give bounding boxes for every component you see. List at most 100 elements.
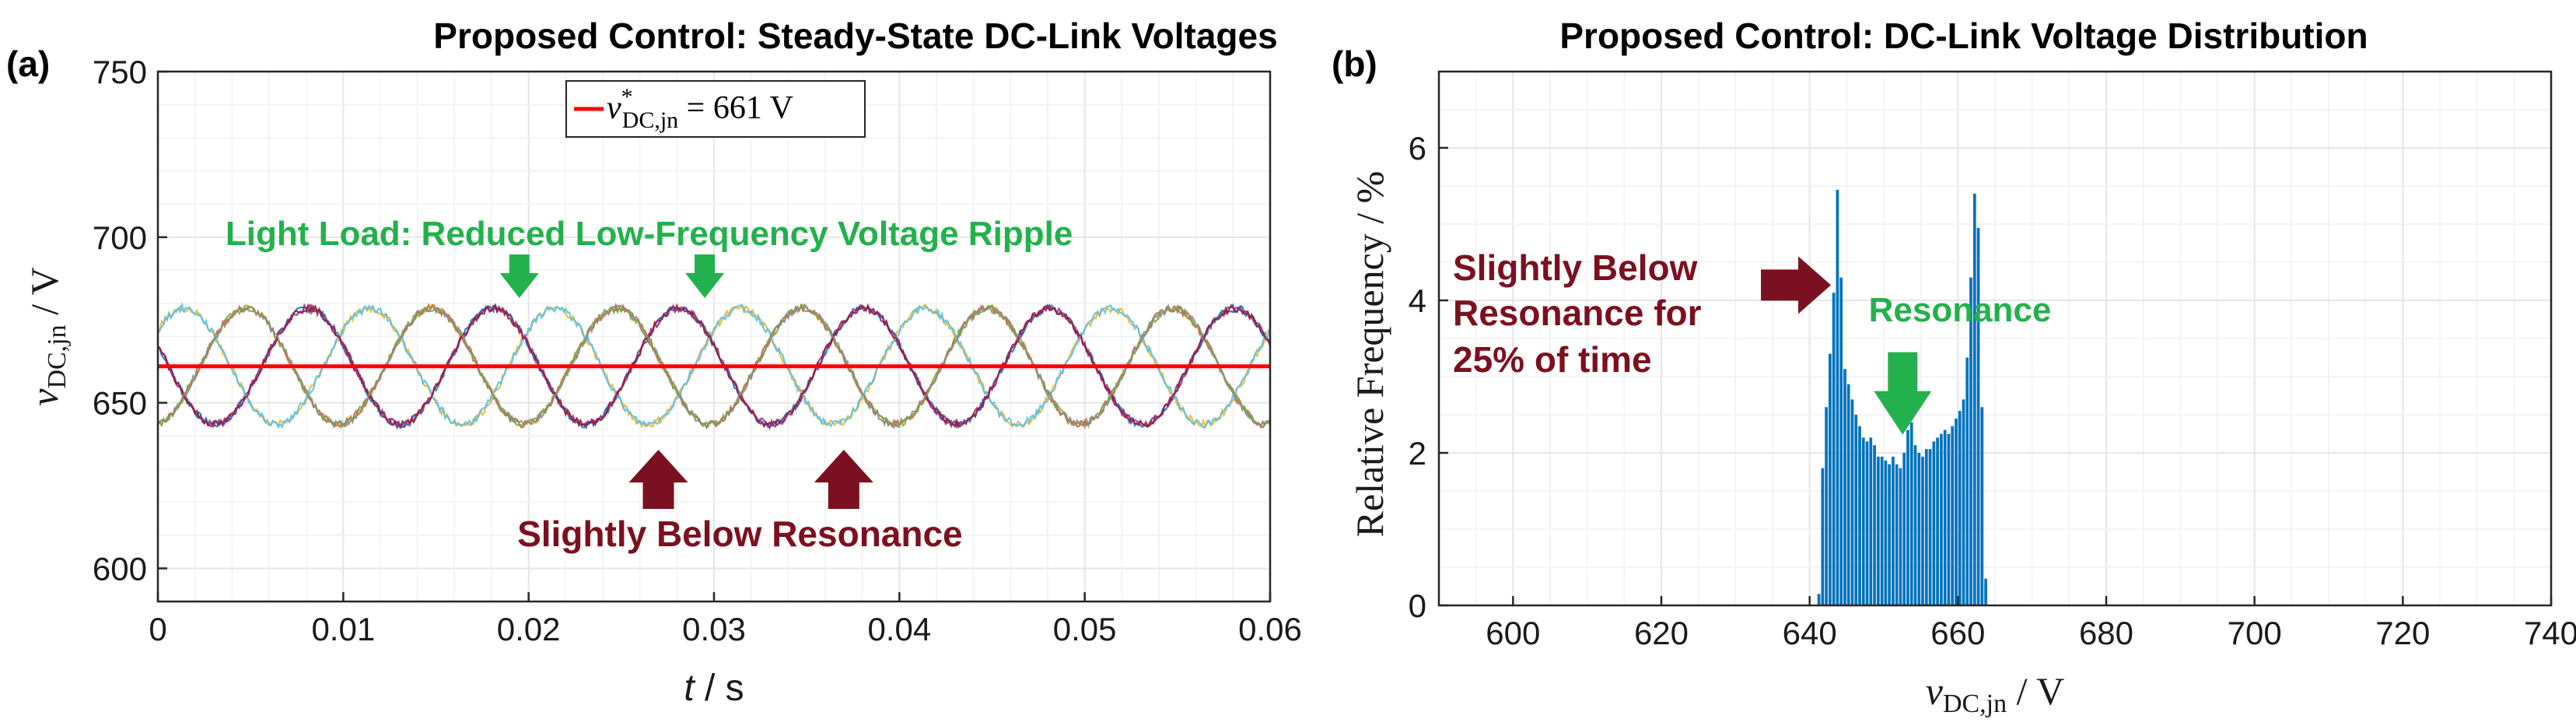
histogram-bar [1888, 464, 1892, 605]
legend-symbol: v [607, 90, 621, 126]
histogram-bar [1928, 449, 1932, 605]
histogram-bar [1902, 453, 1906, 605]
chart-b-grid [1438, 71, 2552, 606]
voltage-line [157, 303, 1271, 430]
x-tick-label: 0.02 [497, 611, 561, 647]
chart-a-title: Proposed Control: Steady-State DC-Link V… [433, 16, 1277, 56]
histogram-bar [1958, 411, 1962, 605]
y-tick-label: 2 [1409, 435, 1426, 472]
chart-a-voltage-lines [157, 302, 1272, 431]
histogram-bar [1940, 433, 1943, 605]
xlabel-sub: DC,jn [1943, 689, 2007, 718]
x-tick-label: 620 [1634, 615, 1689, 651]
histogram-bar [1843, 369, 1846, 605]
chart-b-red-annotation: Slightly Below Resonance for 25% of time [1453, 247, 1711, 380]
xlabel-unit: / s [695, 668, 744, 709]
histogram-bar [1836, 189, 1839, 605]
histogram-bar [1861, 437, 1865, 605]
chart-b: (b) Proposed Control: DC-Link Voltage Di… [1332, 16, 2576, 718]
legend-box [565, 80, 866, 138]
histogram-bar [1943, 430, 1947, 605]
green-arrow [685, 254, 725, 298]
chart-a: (a) Proposed Control: Steady-State DC-Li… [6, 16, 1302, 709]
chart-a-red-arrows [628, 450, 873, 509]
red-arrow [814, 450, 873, 509]
histogram-bar [1817, 594, 1821, 605]
x-tick-label: 0.03 [682, 611, 746, 647]
histogram-bar [1854, 415, 1858, 605]
histogram-bar [1873, 445, 1876, 605]
histogram-bar [1962, 399, 1965, 605]
x-tick-label: 740 [2524, 615, 2576, 651]
chart-b-axes-frame [1437, 70, 2553, 607]
chart-a-grid [157, 71, 1271, 602]
histogram-bar [1892, 456, 1895, 605]
xlabel-unit: / V [2007, 669, 2064, 713]
histogram-bar [1858, 426, 1861, 605]
panel-label-a: (a) [6, 44, 50, 84]
xlabel-symbol: v [1926, 669, 1944, 713]
histogram-bar [1821, 468, 1825, 605]
voltage-line [157, 303, 1271, 429]
histogram-bar [1865, 441, 1869, 605]
chart-b-title: Proposed Control: DC-Link Voltage Distri… [1559, 16, 2368, 56]
legend-label: v* DC,jn = 661 V [607, 84, 793, 133]
x-tick-label: 720 [2375, 615, 2430, 651]
legend-value: = 661 V [678, 90, 793, 126]
x-tick-label: 700 [2228, 615, 2282, 651]
histogram-bar [1984, 578, 1987, 605]
x-tick-label: 660 [1930, 615, 1985, 651]
ylabel-sub: DC,jn [43, 324, 72, 388]
red-arrow [628, 450, 688, 509]
histogram-bar [1917, 453, 1921, 605]
x-tick-label: 680 [2079, 615, 2133, 651]
histogram-bar [1921, 456, 1924, 605]
histogram-bar [1899, 468, 1902, 605]
histogram-bar [1980, 407, 1984, 605]
voltage-line [157, 302, 1272, 430]
x-tick-label: 0.01 [311, 611, 375, 647]
red-annotation-line-1: Slightly Below [1453, 247, 1698, 288]
chart-b-red-arrow [1761, 256, 1832, 314]
x-tick-label: 600 [1486, 615, 1540, 651]
chart-a-ylabel: vDC,jn / V [23, 267, 72, 406]
red-annotation-line-3: 25% of time [1453, 339, 1652, 380]
histogram-bar [1972, 193, 1976, 606]
legend-sup: * [621, 84, 633, 110]
histogram-bar [1976, 227, 1980, 605]
histogram-bar [1955, 418, 1958, 605]
histogram-bar [1850, 399, 1854, 605]
chart-b-ticks: 600 620 640 660 680 700 720 740 0 2 4 6 [1409, 130, 2576, 651]
chart-a-green-annotation: Light Load: Reduced Low-Frequency Voltag… [226, 215, 1073, 253]
y-tick-label: 0 [1409, 587, 1426, 624]
histogram-bar [1846, 384, 1850, 605]
histogram-bar [1880, 456, 1884, 605]
chart-a-ticks: 0 0.01 0.02 0.03 0.04 0.05 0.06 600 650 700 750 [93, 54, 1302, 647]
histogram-bar [1951, 426, 1955, 605]
chart-a-red-annotation: Slightly Below Resonance [517, 514, 963, 554]
histogram-bar [1965, 357, 1969, 605]
histogram-bar [1825, 407, 1828, 605]
histogram-bar [1924, 449, 1928, 605]
legend-sub: DC,jn [622, 107, 679, 133]
histogram-bar [1969, 277, 1972, 605]
chart-b-green-annotation: Resonance [1869, 291, 2052, 329]
y-tick-label: 650 [93, 385, 147, 422]
x-tick-label: 640 [1783, 615, 1837, 651]
x-tick-label: 0.04 [867, 611, 931, 647]
histogram-bar [1947, 433, 1951, 605]
histogram-bar [1909, 422, 1913, 605]
histogram-bar [1832, 293, 1836, 605]
chart-b-green-arrow [1874, 352, 1932, 435]
histogram-bar [1932, 441, 1936, 605]
red-annotation-line-2: Resonance for [1453, 293, 1702, 333]
panel-label-b: (b) [1332, 44, 1377, 84]
histogram-bar [1829, 353, 1832, 605]
green-arrow [499, 254, 539, 298]
x-tick-label: 0 [149, 611, 166, 647]
histogram-bar [1876, 456, 1880, 605]
chart-a-green-arrows [499, 254, 725, 298]
y-tick-label: 700 [93, 219, 147, 256]
histogram-bar [1884, 460, 1888, 605]
